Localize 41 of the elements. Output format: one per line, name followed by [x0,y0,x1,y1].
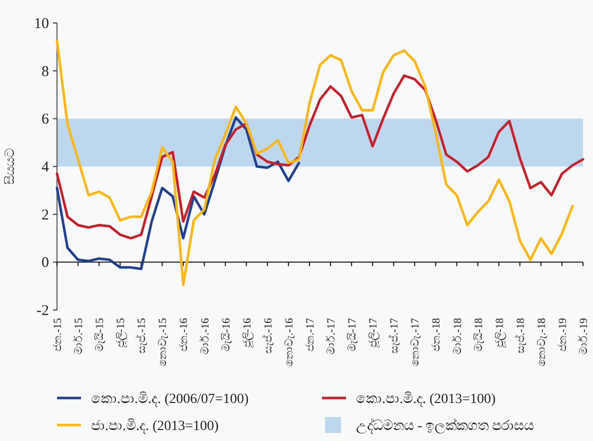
line-series [56,40,574,286]
y-tick-label: 4 [42,160,50,176]
x-tick-label: නොවැ.-17 [410,318,422,366]
x-tick-label: මැයි-16 [220,318,232,352]
legend-label: කො.පා.මි.ද. (2013=100) [356,392,496,407]
y-tick-label: 6 [42,112,50,128]
x-tick-label: ජන.-19 [556,318,569,352]
x-tick-label: මාර්.-16 [198,318,212,354]
x-tick-label: මැයි-18 [472,318,485,352]
y-tick-label: 10 [34,16,49,32]
legend-label: උද්ධමනය - ඉලක්කගත පරාසය [356,418,534,434]
x-tick-label: ජූලි-17 [368,318,381,349]
x-tick-label: ජූලි-18 [494,318,507,349]
x-tick-label: ජන.-16 [178,318,190,352]
legend-label: කො.පා.මි.ද. (2006/07=100) [91,392,249,407]
x-tick-label: මාර්.-18 [450,318,464,354]
y-tick-label: 2 [42,207,49,224]
x-tick-label: ජූලි-16 [241,318,254,349]
x-tick-label: මැයි-17 [346,318,359,352]
x-tick-label: මාර්.-19 [577,318,590,354]
x-tick-label: සැප්.-16 [260,318,274,354]
y-tick-label: 8 [42,64,49,80]
x-tick-label: මාර්.-15 [72,318,86,354]
x-tick-label: ජන.-15 [52,318,64,352]
x-tick-label: නොවැ.-16 [283,318,296,366]
line-series [56,74,584,240]
x-tick-label: මාර්.-17 [324,318,338,354]
x-tick-label: ජන.-17 [304,318,316,352]
legend-label: ජා.පා.මි.ද. (2013=100) [91,419,220,434]
y-axis-title: සියයට [2,148,17,184]
line-series [56,116,300,270]
y-tick-label: 0 [42,255,49,272]
x-tick-label: මැයි-15 [94,318,106,352]
x-tick-label: ජූලි-15 [115,318,128,349]
x-tick-label: ජන.-18 [430,318,443,352]
x-tick-label: නොවැ.-15 [157,318,170,366]
x-tick-label: සැප්.-17 [386,318,401,354]
x-tick-label: නොවැ.-18 [536,318,548,366]
x-tick-label: සැප්.-18 [512,318,527,354]
x-tick-label: සැප්.-15 [134,318,148,354]
y-tick-label: -2 [36,303,49,319]
